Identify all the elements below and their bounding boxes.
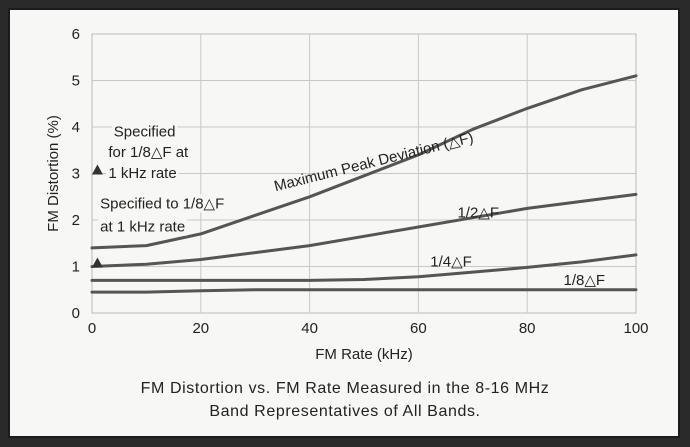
series-label-1: Maximum Peak Deviation (△F) (272, 129, 475, 195)
annotation-text-4: Specified to 1/8△F (100, 195, 224, 212)
y-axis-title: FM Distortion (%) (45, 115, 62, 232)
annotation-text-1: Specified (114, 123, 176, 140)
caption-line-1: FM Distortion vs. FM Rate Measured in th… (140, 380, 550, 397)
spec-marker-1 (91, 164, 103, 175)
series-line-4 (90, 288, 638, 294)
spec-marker-2 (91, 257, 103, 268)
series-label-3: 1/4△F (430, 254, 472, 271)
annotation-text-2: for 1/8△F at (108, 144, 189, 161)
x-tick-label: 80 (519, 320, 536, 337)
series-line-3 (90, 253, 638, 282)
annotation-background (111, 122, 178, 141)
annotation-background (106, 143, 191, 162)
series-line-2 (90, 192, 638, 268)
x-axis-title: FM Rate (kHz) (315, 346, 413, 363)
series-line-1 (90, 74, 638, 250)
y-tick-label: 0 (72, 305, 80, 322)
series-label-4: 1/8△F (564, 272, 606, 289)
y-tick-label: 2 (72, 212, 80, 229)
x-tick-label: 60 (410, 320, 427, 337)
y-tick-label: 3 (72, 166, 80, 183)
series-label-2: 1/2△F (457, 205, 499, 222)
y-tick-label: 6 (72, 26, 80, 43)
y-tick-label: 5 (72, 73, 80, 90)
x-tick-label: 100 (623, 320, 648, 337)
annotation-text-5: at 1 kHz rate (100, 219, 185, 236)
annotation-background (98, 194, 227, 213)
x-tick-label: 20 (192, 320, 209, 337)
x-tick-label: 0 (88, 320, 96, 337)
x-tick-label: 40 (301, 320, 318, 337)
caption-line-2: Band Representatives of All Bands. (209, 403, 481, 420)
annotation-background (106, 164, 179, 183)
annotation-text-3: 1 kHz rate (108, 165, 176, 182)
annotation-background (98, 217, 188, 236)
y-tick-label: 4 (72, 119, 80, 136)
y-tick-label: 1 (72, 259, 80, 276)
